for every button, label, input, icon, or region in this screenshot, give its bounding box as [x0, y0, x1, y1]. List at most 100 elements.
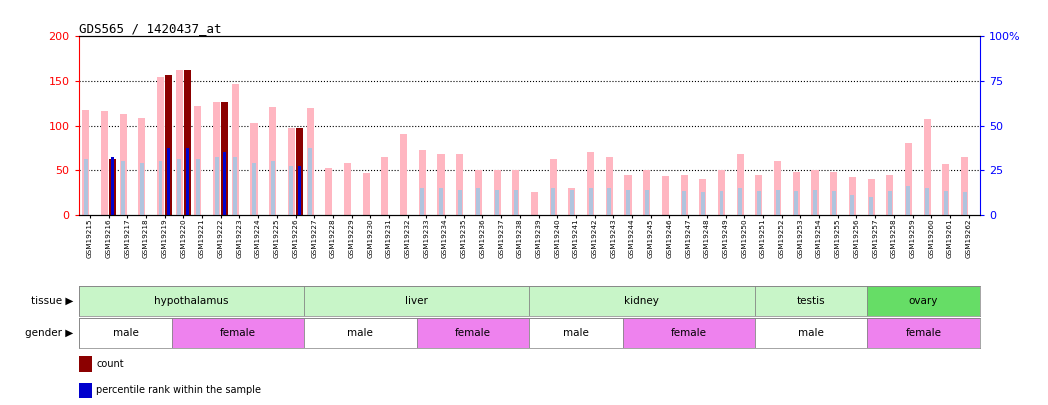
- Bar: [813, 190, 816, 215]
- Bar: [776, 190, 780, 215]
- Bar: [792, 172, 800, 215]
- Bar: [645, 190, 649, 215]
- Text: male: male: [112, 328, 138, 338]
- Bar: [477, 188, 480, 215]
- Bar: [794, 191, 799, 215]
- Bar: [907, 186, 911, 215]
- Bar: [173, 318, 304, 348]
- Bar: [138, 117, 146, 215]
- Bar: [888, 191, 892, 215]
- Bar: [756, 175, 762, 215]
- Bar: [662, 176, 669, 215]
- Bar: [755, 286, 868, 316]
- Bar: [608, 188, 611, 215]
- Bar: [868, 286, 980, 316]
- Bar: [458, 190, 461, 215]
- Text: male: male: [563, 328, 589, 338]
- Bar: [119, 114, 127, 215]
- Bar: [774, 161, 781, 215]
- Bar: [308, 148, 312, 215]
- Bar: [868, 318, 980, 348]
- Bar: [306, 108, 313, 215]
- Bar: [944, 191, 947, 215]
- Text: kidney: kidney: [625, 296, 659, 306]
- Bar: [942, 164, 949, 215]
- Bar: [720, 191, 723, 215]
- Text: gender ▶: gender ▶: [25, 328, 73, 338]
- Bar: [832, 191, 835, 215]
- Bar: [82, 109, 89, 215]
- Bar: [252, 163, 256, 215]
- Bar: [529, 318, 624, 348]
- Bar: [194, 106, 201, 215]
- Bar: [456, 154, 463, 215]
- Bar: [551, 188, 555, 215]
- Text: female: female: [220, 328, 256, 338]
- Text: male: male: [798, 328, 824, 338]
- Bar: [570, 190, 574, 215]
- Bar: [223, 152, 226, 215]
- Bar: [111, 157, 114, 215]
- Text: ovary: ovary: [909, 296, 938, 306]
- Text: percentile rank within the sample: percentile rank within the sample: [96, 386, 261, 395]
- Bar: [122, 161, 125, 215]
- Bar: [961, 157, 968, 215]
- Bar: [288, 128, 294, 215]
- Bar: [830, 172, 837, 215]
- Bar: [869, 197, 873, 215]
- Bar: [166, 75, 172, 215]
- Bar: [682, 191, 686, 215]
- Bar: [221, 102, 228, 215]
- Bar: [304, 286, 529, 316]
- Bar: [234, 157, 237, 215]
- Bar: [495, 190, 499, 215]
- Bar: [101, 111, 108, 215]
- Bar: [109, 160, 116, 215]
- Bar: [904, 143, 912, 215]
- Bar: [850, 195, 854, 215]
- Bar: [587, 152, 594, 215]
- Text: count: count: [96, 359, 124, 369]
- Bar: [139, 163, 144, 215]
- Text: GDS565 / 1420437_at: GDS565 / 1420437_at: [79, 22, 221, 35]
- Bar: [514, 190, 518, 215]
- Text: female: female: [671, 328, 706, 338]
- Bar: [755, 318, 868, 348]
- Bar: [925, 188, 930, 215]
- Bar: [718, 170, 725, 215]
- Bar: [437, 154, 444, 215]
- Bar: [250, 123, 258, 215]
- Bar: [549, 158, 556, 215]
- Text: testis: testis: [796, 296, 825, 306]
- Bar: [183, 70, 191, 215]
- Bar: [196, 160, 200, 215]
- Bar: [289, 166, 293, 215]
- Bar: [167, 148, 171, 215]
- Bar: [417, 318, 529, 348]
- Bar: [625, 175, 632, 215]
- Bar: [270, 161, 275, 215]
- Text: male: male: [347, 328, 373, 338]
- Bar: [84, 160, 88, 215]
- Bar: [232, 84, 239, 215]
- Bar: [512, 170, 520, 215]
- Bar: [213, 102, 220, 215]
- Bar: [529, 286, 755, 316]
- Bar: [185, 148, 189, 215]
- Bar: [79, 286, 304, 316]
- Bar: [624, 318, 755, 348]
- Bar: [177, 160, 181, 215]
- Bar: [643, 170, 650, 215]
- Bar: [738, 188, 742, 215]
- Bar: [626, 190, 630, 215]
- Bar: [531, 192, 538, 215]
- Bar: [297, 128, 303, 215]
- Bar: [868, 179, 875, 215]
- Bar: [419, 149, 425, 215]
- Bar: [439, 188, 443, 215]
- Bar: [849, 177, 856, 215]
- Bar: [215, 157, 219, 215]
- Bar: [176, 70, 182, 215]
- Bar: [701, 192, 704, 215]
- Bar: [344, 163, 351, 215]
